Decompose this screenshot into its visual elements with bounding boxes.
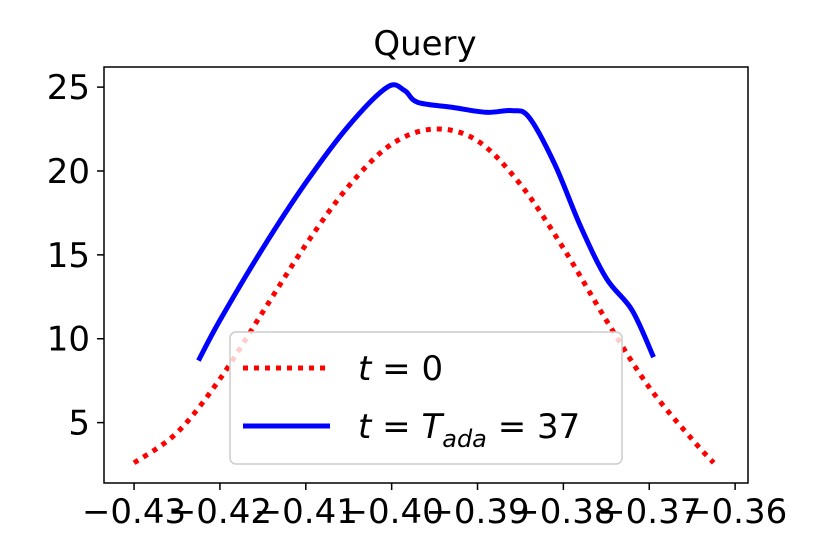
x-tick-label: −0.41 [254,492,358,532]
legend-label-tada: t = Tada = 37 [358,407,580,453]
y-tick-label: 20 [47,152,90,192]
chart-title: Query [373,24,476,64]
y-tick-label: 5 [68,404,90,444]
y-tick-label: 15 [47,236,90,276]
x-tick-label: −0.38 [511,492,615,532]
x-tick-label: −0.43 [82,492,186,532]
x-axis: −0.43−0.42−0.41−0.40−0.39−0.38−0.37−0.36 [82,483,787,532]
plot-frame [103,66,749,484]
x-tick-label: −0.37 [597,492,701,532]
legend-label-t0: t = 0 [358,349,443,389]
y-axis: 5 10 15 20 25 [47,68,104,444]
y-tick-label: 25 [47,68,90,108]
legend-box [229,331,623,465]
x-tick-label: −0.40 [340,492,444,532]
legend: t = 0 t = Tada = 37 [229,331,623,465]
series-line-tada [196,82,656,362]
x-tick-label: −0.36 [683,492,787,532]
y-tick-label: 10 [47,320,90,360]
x-tick-label: −0.39 [425,492,529,532]
x-tick-label: −0.42 [168,492,272,532]
